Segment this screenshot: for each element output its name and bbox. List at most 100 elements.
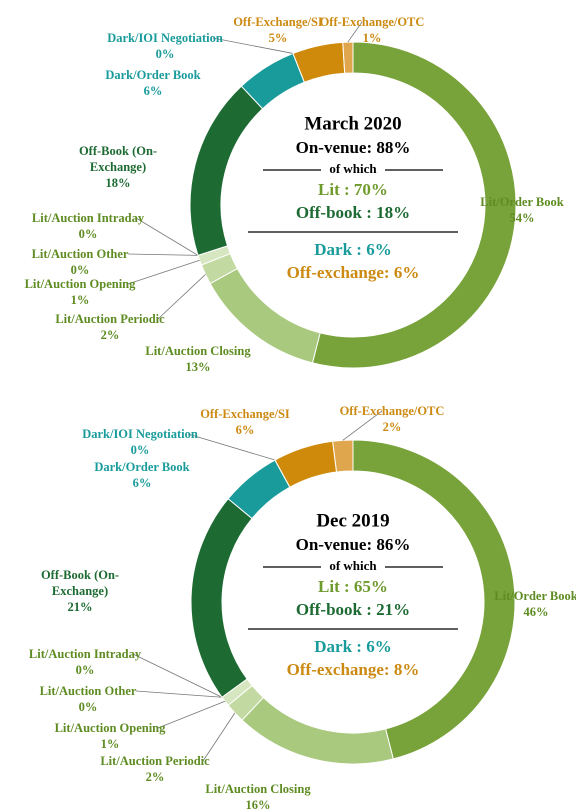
leader-line [135,690,222,698]
category-label: Off-Exchange/OTC [319,15,425,29]
leader-line [212,37,294,54]
category-label: Lit/Auction Closing [205,782,311,796]
center-text: Off-book : 18% [296,203,410,222]
slice-label: Off-Book (On-Exchange) 18% [70,143,166,191]
slice-label: Lit/Order Book 54% [472,194,572,226]
value-label: 2% [145,770,165,784]
donut-slice [332,439,354,473]
slice-label: Lit/Auction Opening 1% [45,720,175,752]
center-text: March 2020 [304,113,401,134]
center-text: Off-exchange: 8% [287,660,420,679]
value-label: 6% [143,84,163,98]
category-label: Dark/IOI Negotiation [82,427,198,441]
slice-label: Lit/Auction Other 0% [20,246,140,278]
value-label: 46% [523,605,549,619]
value-label: 1% [362,31,382,45]
value-label: 6% [235,423,255,437]
slice-label: Lit/Auction Closing 16% [193,781,323,810]
slice-label: Off-Exchange/SI 6% [185,406,305,438]
slice-label: Lit/Auction Opening 1% [15,276,145,308]
leader-line [157,700,226,729]
category-label: Off-Exchange/SI [200,407,290,421]
category-label: Off-Exchange/SI [233,15,323,29]
value-label: 16% [245,798,271,810]
slice-label: Off-Exchange/OTC 2% [332,403,452,435]
leader-line [135,217,199,256]
slice-label: Dark/IOI Negotiation 0% [100,30,230,62]
center-text: Dec 2019 [316,510,389,531]
category-label: Lit/Auction Intraday [28,647,142,661]
category-label: Lit/Order Book [480,195,564,209]
slice-label: Off-Exchange/OTC 1% [312,14,432,46]
category-label: Lit/Auction Opening [24,277,136,291]
value-label: 18% [105,176,131,190]
slice-label: Lit/Auction Other 0% [28,683,148,715]
value-label: 0% [70,263,90,277]
value-label: 1% [70,293,90,307]
slice-label: Lit/Auction Periodic 2% [45,311,175,343]
value-label: 21% [67,600,93,614]
donut-slice [189,85,264,257]
donut-slice [241,696,394,765]
donut-slice [311,41,517,369]
category-label: Lit/Auction Intraday [31,211,145,225]
category-label: Lit/Auction Other [31,247,129,261]
slice-label: Off-Exchange/SI 5% [218,14,338,46]
leader-line [187,433,276,461]
leader-line [342,410,383,441]
category-label: Dark/Order Book [105,68,201,82]
slice-label: Lit/Auction Periodic 2% [90,753,220,785]
slice-label: Dark/Order Book 6% [82,459,202,491]
value-label: 0% [78,227,98,241]
center-text: Dark : 6% [314,240,391,259]
category-label: Lit/Auction Periodic [100,754,210,768]
donut-slice [352,439,516,760]
value-label: 0% [155,47,175,61]
leader-line [127,253,198,256]
value-label: 2% [100,328,120,342]
slice-label: Lit/Auction Intraday 0% [23,210,153,242]
leader-line [127,259,200,285]
value-label: 0% [75,663,95,677]
slice-label: Lit/Order Book 46% [486,588,576,620]
donut-slice [190,498,253,698]
center-text: of which [329,161,377,176]
slice-label: Lit/Auction Closing 13% [138,343,258,375]
category-label: Lit/Auction Opening [54,721,166,735]
leader-line [347,21,363,43]
center-text: Dark : 6% [314,637,391,656]
center-text: Lit : 65% [318,577,388,596]
value-label: 13% [185,360,211,374]
value-label: 0% [130,443,150,457]
category-label: Off-Book (On-Exchange) [78,144,158,174]
value-label: 54% [509,211,535,225]
value-label: 6% [132,476,152,490]
value-label: 2% [382,420,402,434]
category-label: Dark/IOI Negotiation [107,31,223,45]
center-text: On-venue: 86% [296,535,411,554]
category-label: Lit/Auction Periodic [55,312,165,326]
value-label: 0% [78,700,98,714]
category-label: Dark/Order Book [94,460,190,474]
center-text: Off-exchange: 6% [287,263,420,282]
category-label: Off-Book (On-Exchange) [40,568,120,598]
slice-label: Lit/Auction Intraday 0% [20,646,150,678]
value-label: 5% [268,31,288,45]
category-label: Lit/Auction Closing [145,344,251,358]
category-label: Off-Exchange/OTC [339,404,445,418]
leader-line [157,274,206,320]
leader-line [202,712,236,762]
center-text: of which [329,558,377,573]
leader-line [132,653,223,698]
donut-slice [342,41,354,74]
slice-label: Dark/IOI Negotiation 0% [75,426,205,458]
category-label: Lit/Auction Other [39,684,137,698]
center-text: Lit : 70% [318,180,388,199]
slice-label: Dark/Order Book 6% [93,67,213,99]
center-text: On-venue: 88% [296,138,411,157]
slice-label: Off-Book (On-Exchange) 21% [32,567,128,615]
category-label: Lit/Order Book [494,589,576,603]
center-text: Off-book : 21% [296,600,410,619]
